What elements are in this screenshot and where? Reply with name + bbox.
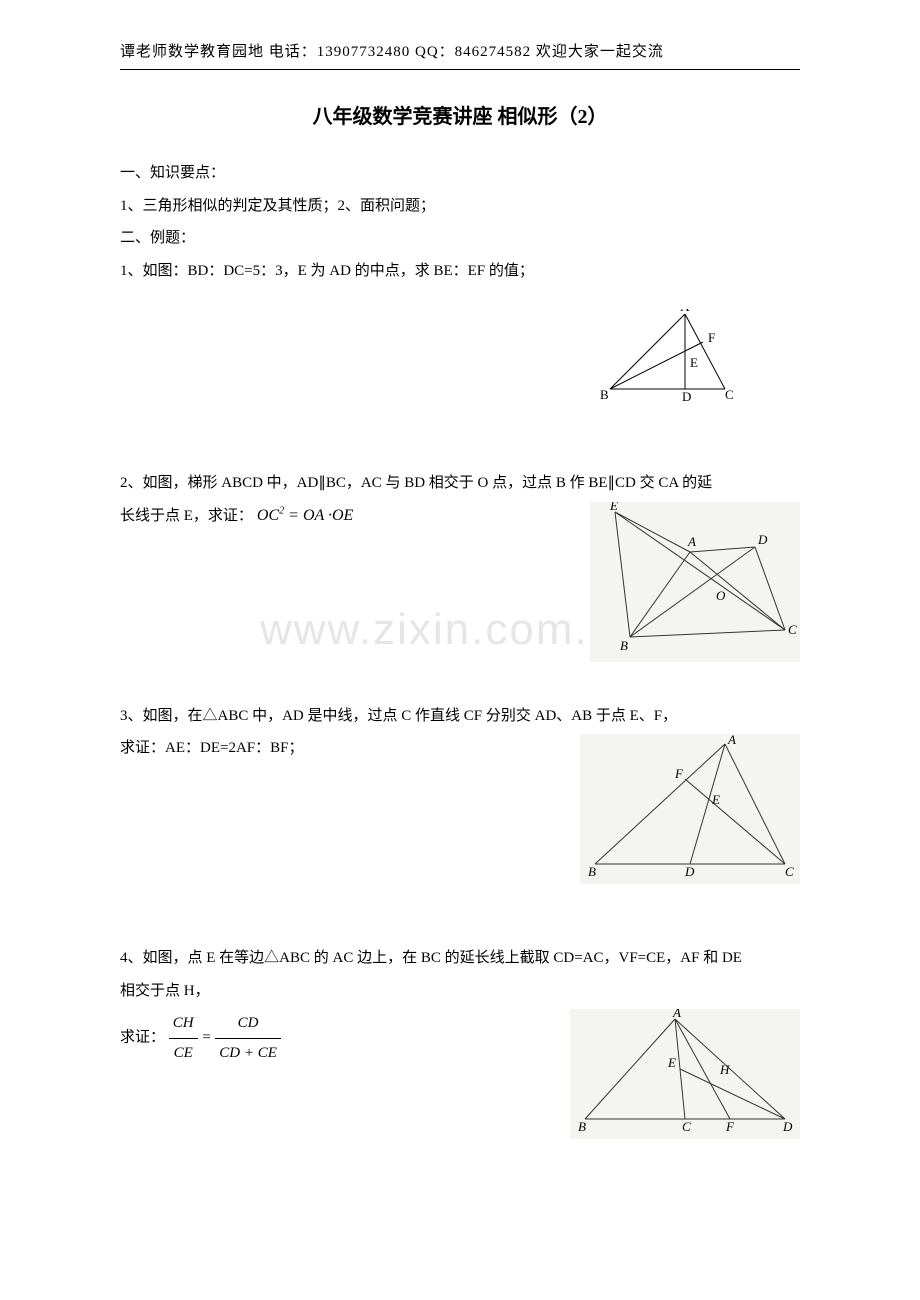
problem-4-text: 4、如图，点 E 在等边△ABC 的 AC 边上，在 BC 的延长线上截取 CD… — [120, 944, 800, 973]
problem-2: 2、如图，梯形 ABCD 中，AD∥BC，AC 与 BD 相交于 O 点，过点 … — [120, 469, 800, 662]
section1-item1: 1、三角形相似的判定及其性质；2、面积问题； — [120, 192, 800, 221]
document-title: 八年级数学竞赛讲座 相似形（2） — [120, 100, 800, 129]
svg-text:F: F — [708, 330, 715, 345]
svg-text:H: H — [719, 1062, 730, 1077]
problem-1: 1、如图：BD：DC=5：3，E 为 AD 的中点，求 BE：EF 的值； A … — [120, 257, 800, 450]
problem-2-text-line2-prefix: 长线于点 E，求证： — [120, 508, 253, 524]
problem-1-figure: A B C D E F — [600, 309, 740, 404]
svg-text:A: A — [687, 534, 696, 549]
svg-text:F: F — [725, 1119, 735, 1134]
svg-text:F: F — [674, 766, 684, 781]
svg-text:D: D — [684, 864, 695, 879]
problem-2-formula: OC2 = OA ·OE — [257, 507, 353, 524]
problem-3-text: 3、如图，在△ABC 中，AD 是中线，过点 C 作直线 CF 分别交 AD、A… — [120, 702, 800, 731]
svg-text:D: D — [682, 389, 691, 404]
problem-4-frac-right: CD CD + CE — [215, 1009, 281, 1067]
svg-text:B: B — [600, 387, 609, 402]
svg-text:C: C — [788, 622, 797, 637]
problem-3: 3、如图，在△ABC 中，AD 是中线，过点 C 作直线 CF 分别交 AD、A… — [120, 702, 800, 885]
problem-2-figure: E A D B C O — [590, 502, 800, 662]
svg-text:C: C — [682, 1119, 691, 1134]
svg-text:D: D — [782, 1119, 793, 1134]
svg-text:B: B — [588, 864, 596, 879]
svg-text:C: C — [725, 387, 734, 402]
svg-text:E: E — [711, 792, 720, 807]
problem-2-text-line1: 2、如图，梯形 ABCD 中，AD∥BC，AC 与 BD 相交于 O 点，过点 … — [120, 469, 800, 498]
page-header: 谭老师数学教育园地 电话：13907732480 QQ：846274582 欢迎… — [120, 40, 800, 70]
svg-text:B: B — [578, 1119, 586, 1134]
problem-1-text: 1、如图：BD：DC=5：3，E 为 AD 的中点，求 BE：EF 的值； — [120, 257, 800, 286]
equals-sign: = — [201, 1029, 215, 1045]
problem-3-figure: A B C D E F — [580, 734, 800, 884]
problem-4-text2: 相交于点 H， — [120, 977, 800, 1006]
svg-text:A: A — [727, 734, 736, 747]
svg-text:E: E — [690, 355, 698, 370]
section2-heading: 二、例题： — [120, 224, 800, 253]
svg-text:A: A — [680, 309, 690, 314]
svg-text:O: O — [716, 588, 726, 603]
problem-4-figure: A B C D F E H — [570, 1009, 800, 1139]
svg-text:E: E — [609, 502, 618, 513]
problem-4: 4、如图，点 E 在等边△ABC 的 AC 边上，在 BC 的延长线上截取 CD… — [120, 944, 800, 1139]
svg-text:C: C — [785, 864, 794, 879]
svg-text:A: A — [672, 1009, 681, 1020]
svg-text:E: E — [667, 1055, 676, 1070]
problem-4-prove-prefix: 求证： — [120, 1029, 165, 1045]
problem-4-frac-left: CH CE — [169, 1009, 198, 1067]
section1-heading: 一、知识要点： — [120, 159, 800, 188]
svg-text:B: B — [620, 638, 628, 653]
svg-text:D: D — [757, 532, 768, 547]
